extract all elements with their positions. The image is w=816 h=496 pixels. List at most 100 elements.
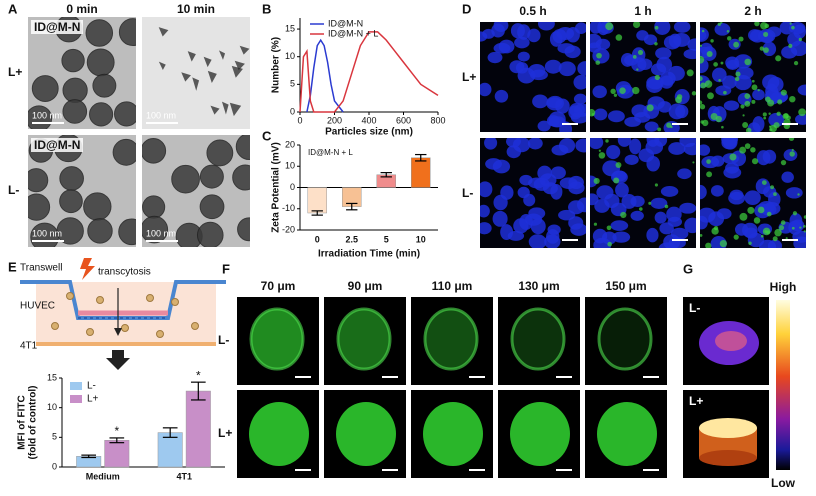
fitc-signal	[772, 236, 778, 242]
nucleus	[558, 138, 576, 154]
nucleus	[728, 191, 746, 205]
fitc-signal	[751, 99, 756, 104]
fitc-signal	[702, 119, 709, 127]
fitc-signal	[721, 125, 724, 129]
error-bar	[415, 153, 427, 162]
fitc-signal	[613, 177, 620, 184]
nanoparticle	[61, 48, 85, 73]
nucleus	[487, 51, 503, 64]
fitc-signal	[760, 234, 764, 238]
fitc-signal	[753, 217, 761, 224]
fitc-signal	[726, 29, 730, 33]
nucleus	[679, 202, 696, 214]
fitc-signal	[738, 36, 744, 42]
x-tick-label: 2.5	[345, 234, 358, 244]
fitc-signal	[751, 158, 759, 165]
fitc-signal	[700, 76, 703, 82]
nucleus	[593, 237, 612, 248]
nucleus	[791, 219, 805, 232]
y-tick-label: 0	[290, 182, 295, 192]
nucleus	[532, 94, 549, 109]
fitc-signal	[606, 225, 612, 231]
fitc-signal	[745, 127, 752, 132]
x-tick-label: 10	[416, 234, 426, 244]
row-label: L-	[8, 183, 19, 197]
nucleus	[643, 34, 658, 46]
image-panel	[498, 390, 580, 478]
nucleus	[646, 227, 659, 243]
fitc-signal	[734, 76, 740, 82]
fragment	[234, 60, 245, 71]
spheroid	[512, 309, 564, 369]
fitc-signal	[791, 226, 795, 230]
fitc-signal	[711, 227, 719, 235]
fitc-signal	[605, 139, 609, 143]
fitc-signal	[706, 159, 711, 164]
nanoparticle	[142, 215, 169, 244]
fitc-signal	[742, 114, 745, 117]
fitc-signal	[766, 230, 771, 235]
nanoparticle	[89, 102, 114, 127]
image-panel	[324, 297, 406, 385]
image-panel	[585, 390, 667, 478]
scale-bar-label: 100 nm	[32, 228, 62, 238]
nucleus	[670, 227, 689, 240]
fitc-signal	[789, 22, 792, 25]
nucleus	[797, 84, 806, 96]
nucleus	[660, 186, 679, 197]
fitc-signal	[610, 88, 616, 95]
row-label: L+	[8, 65, 22, 79]
fitc-signal	[692, 161, 695, 164]
scale-bar-label: 100 nm	[32, 110, 62, 120]
nucleus	[617, 138, 632, 147]
fitc-signal	[798, 108, 806, 117]
nucleus	[700, 30, 707, 41]
nucleus	[573, 93, 586, 105]
nucleus	[607, 110, 625, 123]
arrow-head	[114, 328, 122, 336]
bar	[411, 157, 431, 188]
nanoparticle	[156, 330, 164, 338]
nanoparticle	[199, 194, 225, 220]
spheroid	[336, 402, 396, 466]
nucleus	[663, 35, 681, 50]
nanoparticle	[121, 324, 129, 332]
fitc-signal	[615, 34, 623, 41]
fitc-signal	[766, 211, 772, 217]
nanoparticle	[92, 73, 117, 98]
x-tick-label: 800	[430, 115, 445, 125]
column-title: 150 μm	[605, 279, 646, 293]
fitc-signal	[636, 68, 639, 71]
fragment	[158, 61, 166, 71]
fitc-signal	[700, 233, 703, 237]
fragment	[239, 45, 250, 55]
fitc-signal	[718, 78, 721, 82]
nucleus	[492, 159, 511, 174]
y-tick-label: 0	[52, 461, 57, 471]
scale-bar-label: 100 nm	[146, 110, 176, 120]
fitc-signal	[768, 112, 771, 115]
heat-bottom	[699, 450, 757, 466]
legend-label: ID@M-N + L	[328, 28, 378, 38]
x-tick-label: 5	[384, 234, 389, 244]
row-label: L-	[218, 333, 229, 347]
fitc-signal	[780, 220, 786, 225]
diagram-label: HUVEC	[20, 301, 55, 312]
row-label: L-	[462, 186, 473, 200]
fitc-signal	[747, 206, 755, 214]
nucleus	[528, 64, 546, 78]
fitc-signal	[742, 122, 749, 129]
nucleus	[480, 31, 488, 42]
fitc-signal	[700, 44, 703, 47]
fragment	[229, 102, 242, 117]
nucleus	[650, 63, 667, 76]
fitc-signal	[761, 180, 767, 185]
fitc-signal	[759, 46, 765, 51]
image-panel	[700, 138, 806, 248]
nucleus	[557, 43, 575, 54]
nucleus	[527, 28, 541, 43]
x-tick-label: Medium	[86, 471, 120, 481]
nucleus	[723, 166, 742, 179]
laser-icon	[80, 258, 95, 280]
